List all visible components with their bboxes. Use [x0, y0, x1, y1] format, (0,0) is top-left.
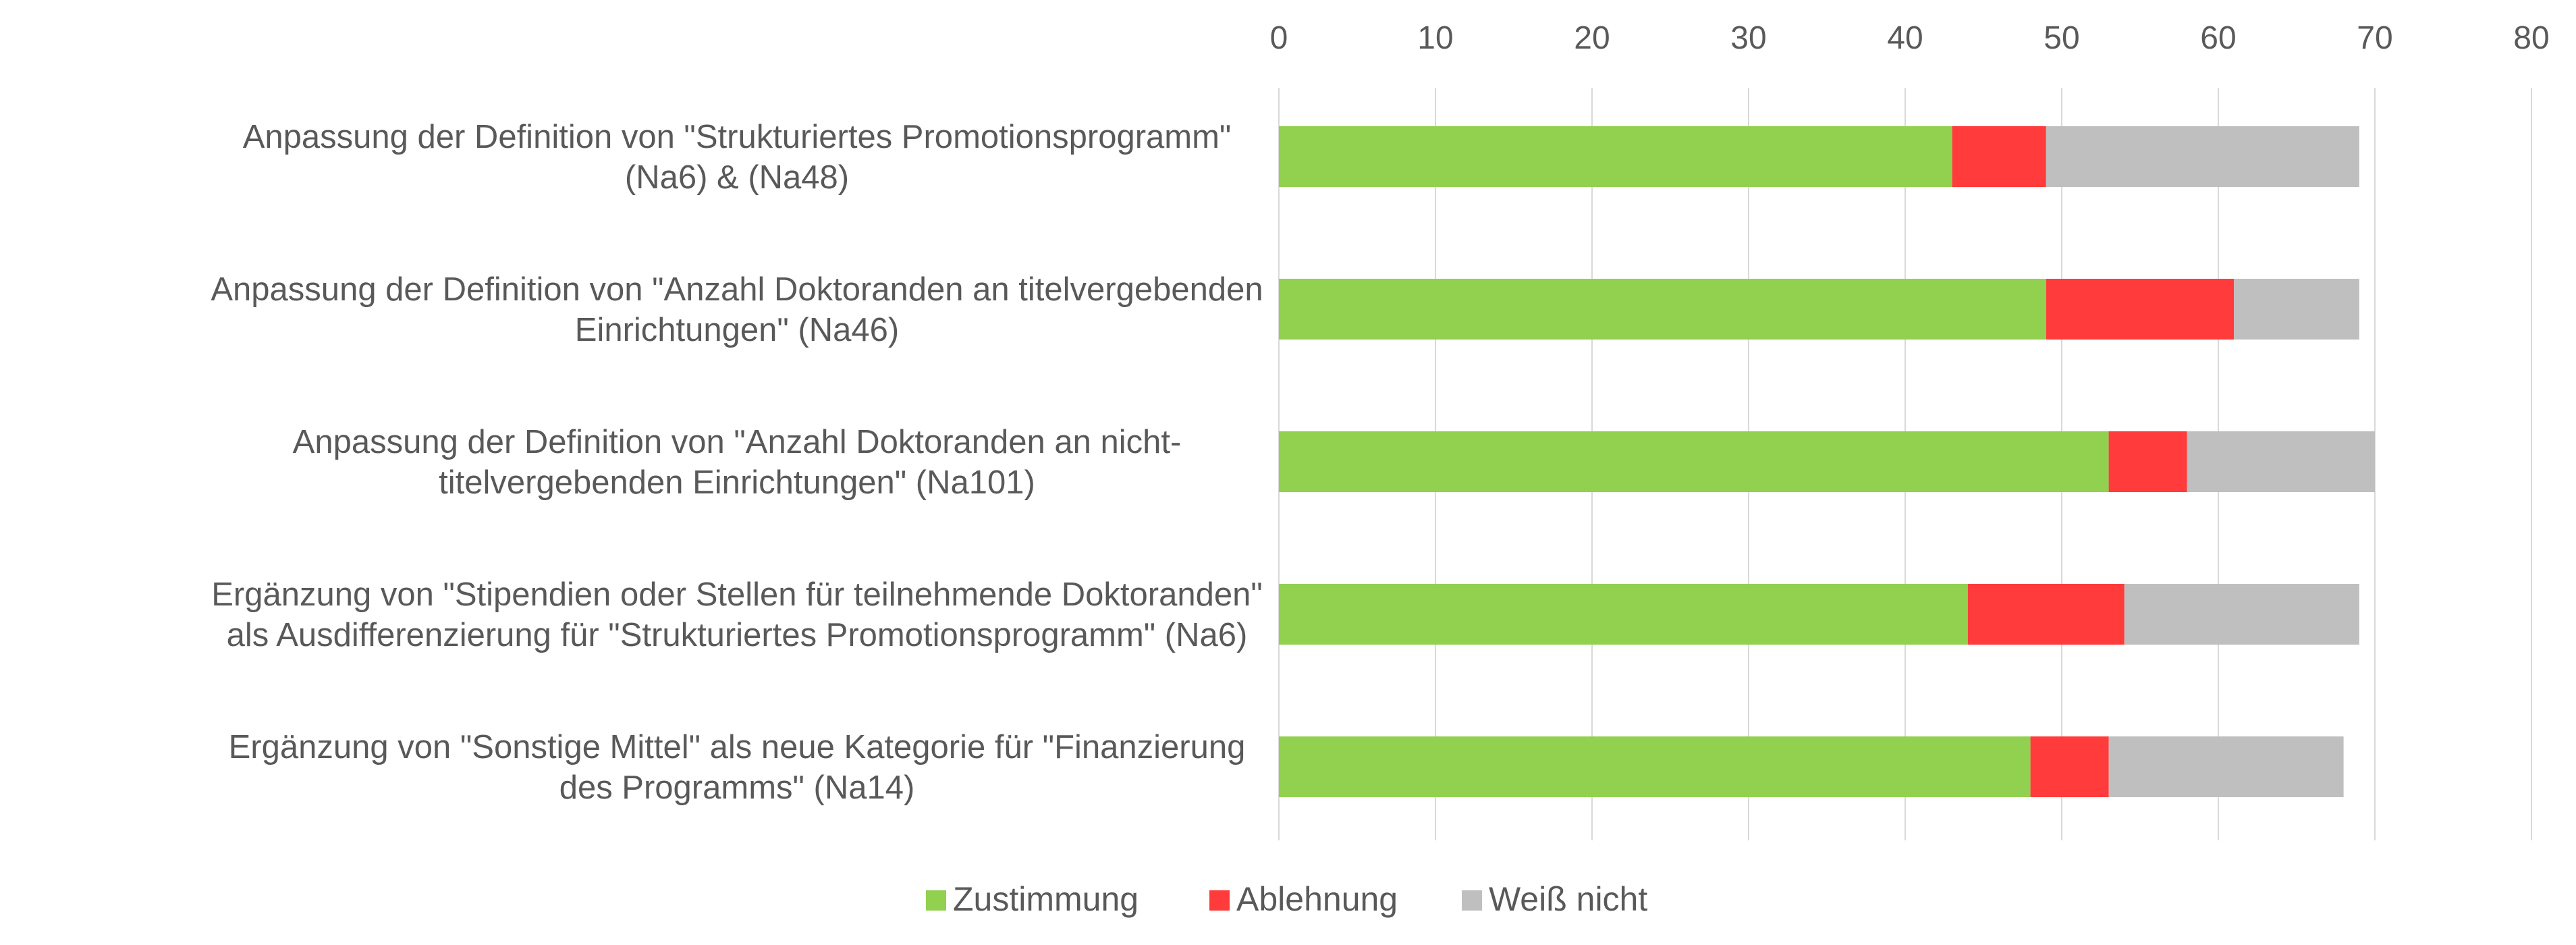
legend-swatch	[1462, 890, 1482, 911]
x-tick-label: 40	[1887, 20, 1923, 56]
bar-segment-zustimmung	[1279, 126, 1952, 187]
category-label: Einrichtungen" (Na46)	[575, 312, 899, 348]
x-tick-label: 0	[1270, 20, 1288, 56]
category-label: Ergänzung von "Stipendien oder Stellen f…	[211, 576, 1263, 613]
category-labels: Anpassung der Definition von "Strukturie…	[211, 119, 1263, 806]
bar-segment-wei-nicht	[2124, 584, 2359, 645]
x-axis-tick-labels: 0 10 20 30 40 50 60 70 80	[1270, 20, 2550, 56]
legend-label: Ablehnung	[1236, 880, 1398, 918]
bar-segment-zustimmung	[1279, 584, 1968, 645]
category-label: Anpassung der Definition von "Anzahl Dok…	[211, 271, 1263, 308]
bar-segment-ablehnung	[1967, 584, 2125, 645]
category-label: titelvergebenden Einrichtungen" (Na101)	[439, 464, 1035, 501]
x-tick-label: 50	[2044, 20, 2079, 56]
category-label: Anpassung der Definition von "Anzahl Dok…	[293, 424, 1182, 460]
category-label: Ergänzung von "Sonstige Mittel" als neue…	[229, 729, 1246, 765]
legend-label: Weiß nicht	[1489, 880, 1647, 918]
category-label: des Programms" (Na14)	[559, 770, 915, 806]
bars	[1279, 126, 2375, 797]
bar-segment-ablehnung	[2030, 736, 2109, 797]
bar-segment-ablehnung	[1952, 126, 2046, 187]
x-tick-label: 30	[1730, 20, 1766, 56]
bar-segment-zustimmung	[1279, 736, 2031, 797]
category-label: als Ausdifferenzierung für "Strukturiert…	[227, 617, 1248, 653]
legend-swatch	[926, 890, 946, 911]
bar-segment-wei-nicht	[2046, 126, 2359, 187]
bar-segment-wei-nicht	[2108, 736, 2344, 797]
bar-segment-ablehnung	[2046, 279, 2235, 340]
bar-segment-wei-nicht	[2234, 279, 2359, 340]
legend-label: Zustimmung	[953, 880, 1139, 918]
bar-segment-wei-nicht	[2187, 431, 2375, 492]
legend: Zustimmung Ablehnung Weiß nicht	[926, 880, 1647, 918]
x-tick-label: 20	[1574, 20, 1610, 56]
bar-segment-zustimmung	[1279, 279, 2046, 340]
category-label: Anpassung der Definition von "Strukturie…	[243, 119, 1232, 155]
bar-segment-ablehnung	[2108, 431, 2187, 492]
category-label: (Na6) & (Na48)	[625, 159, 849, 196]
x-tick-label: 60	[2200, 20, 2236, 56]
x-tick-label: 80	[2513, 20, 2549, 56]
x-tick-label: 10	[1417, 20, 1453, 56]
legend-swatch	[1209, 890, 1230, 911]
bar-segment-zustimmung	[1279, 431, 2109, 492]
x-tick-label: 70	[2357, 20, 2392, 56]
